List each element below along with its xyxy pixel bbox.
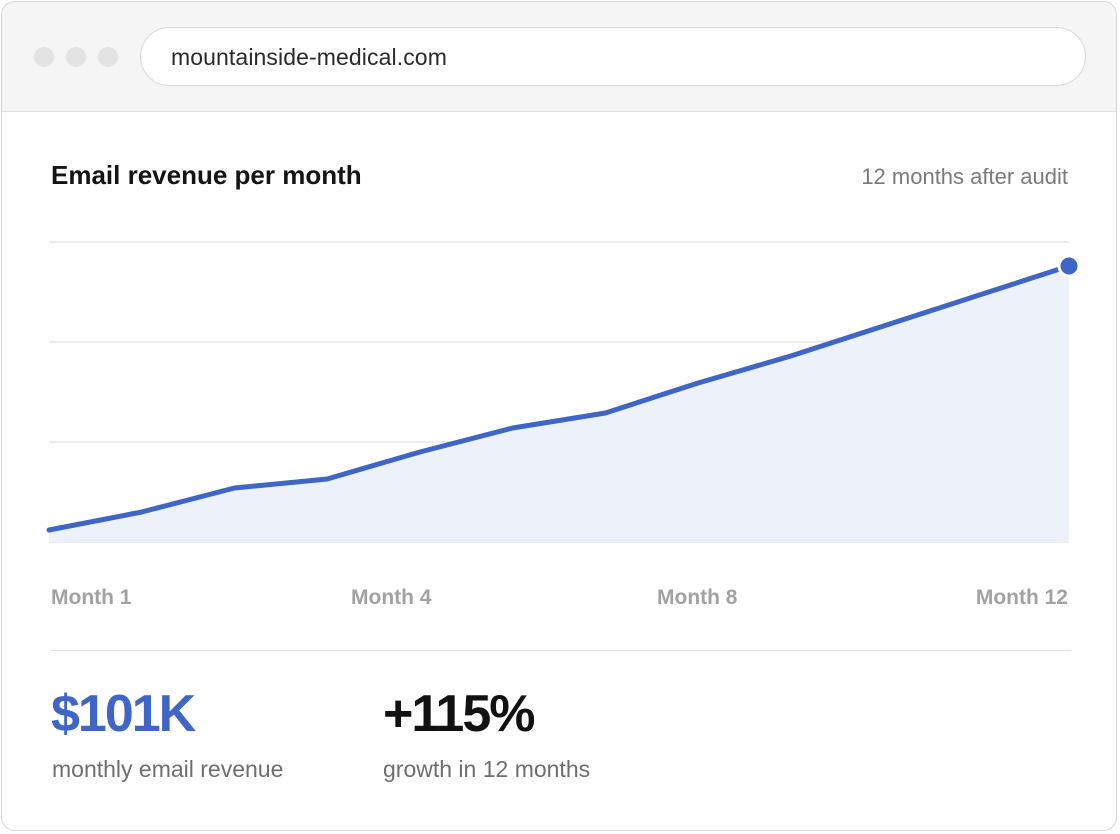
data-point bbox=[788, 353, 794, 359]
last-data-point-marker bbox=[1057, 254, 1081, 278]
x-tick-label: Month 8 bbox=[657, 586, 738, 609]
chart-subtitle: 12 months after audit bbox=[861, 164, 1068, 189]
address-bar-url: mountainside-medical.com bbox=[171, 44, 447, 70]
data-point bbox=[881, 323, 887, 329]
chart-title: Email revenue per month bbox=[51, 160, 362, 190]
stat-growth-label: growth in 12 months bbox=[383, 756, 591, 782]
window-close-dot-icon[interactable] bbox=[34, 47, 54, 67]
data-point bbox=[417, 449, 423, 455]
x-tick-label: Month 1 bbox=[51, 586, 132, 609]
series-line bbox=[46, 263, 1072, 533]
data-point bbox=[695, 380, 701, 386]
data-point bbox=[602, 410, 608, 416]
data-point bbox=[46, 527, 52, 533]
x-tick-label: Month 4 bbox=[351, 586, 432, 609]
address-bar[interactable]: mountainside-medical.com bbox=[140, 27, 1086, 86]
stat-revenue-label: monthly email revenue bbox=[52, 756, 284, 782]
window-minimize-dot-icon[interactable] bbox=[66, 47, 86, 67]
series-area-fill bbox=[49, 266, 1069, 542]
window-maximize-dot-icon[interactable] bbox=[98, 47, 118, 67]
data-point bbox=[324, 476, 330, 482]
browser-titlebar: mountainside-medical.com bbox=[2, 2, 1116, 112]
data-point bbox=[139, 509, 145, 515]
stat-revenue-value: $101K bbox=[51, 685, 196, 743]
x-tick-label: Month 12 bbox=[975, 586, 1068, 609]
data-point bbox=[231, 485, 237, 491]
data-point bbox=[973, 293, 979, 299]
data-point bbox=[510, 425, 516, 431]
stats-divider bbox=[51, 650, 1071, 651]
stat-growth-value: +115% bbox=[383, 685, 535, 743]
